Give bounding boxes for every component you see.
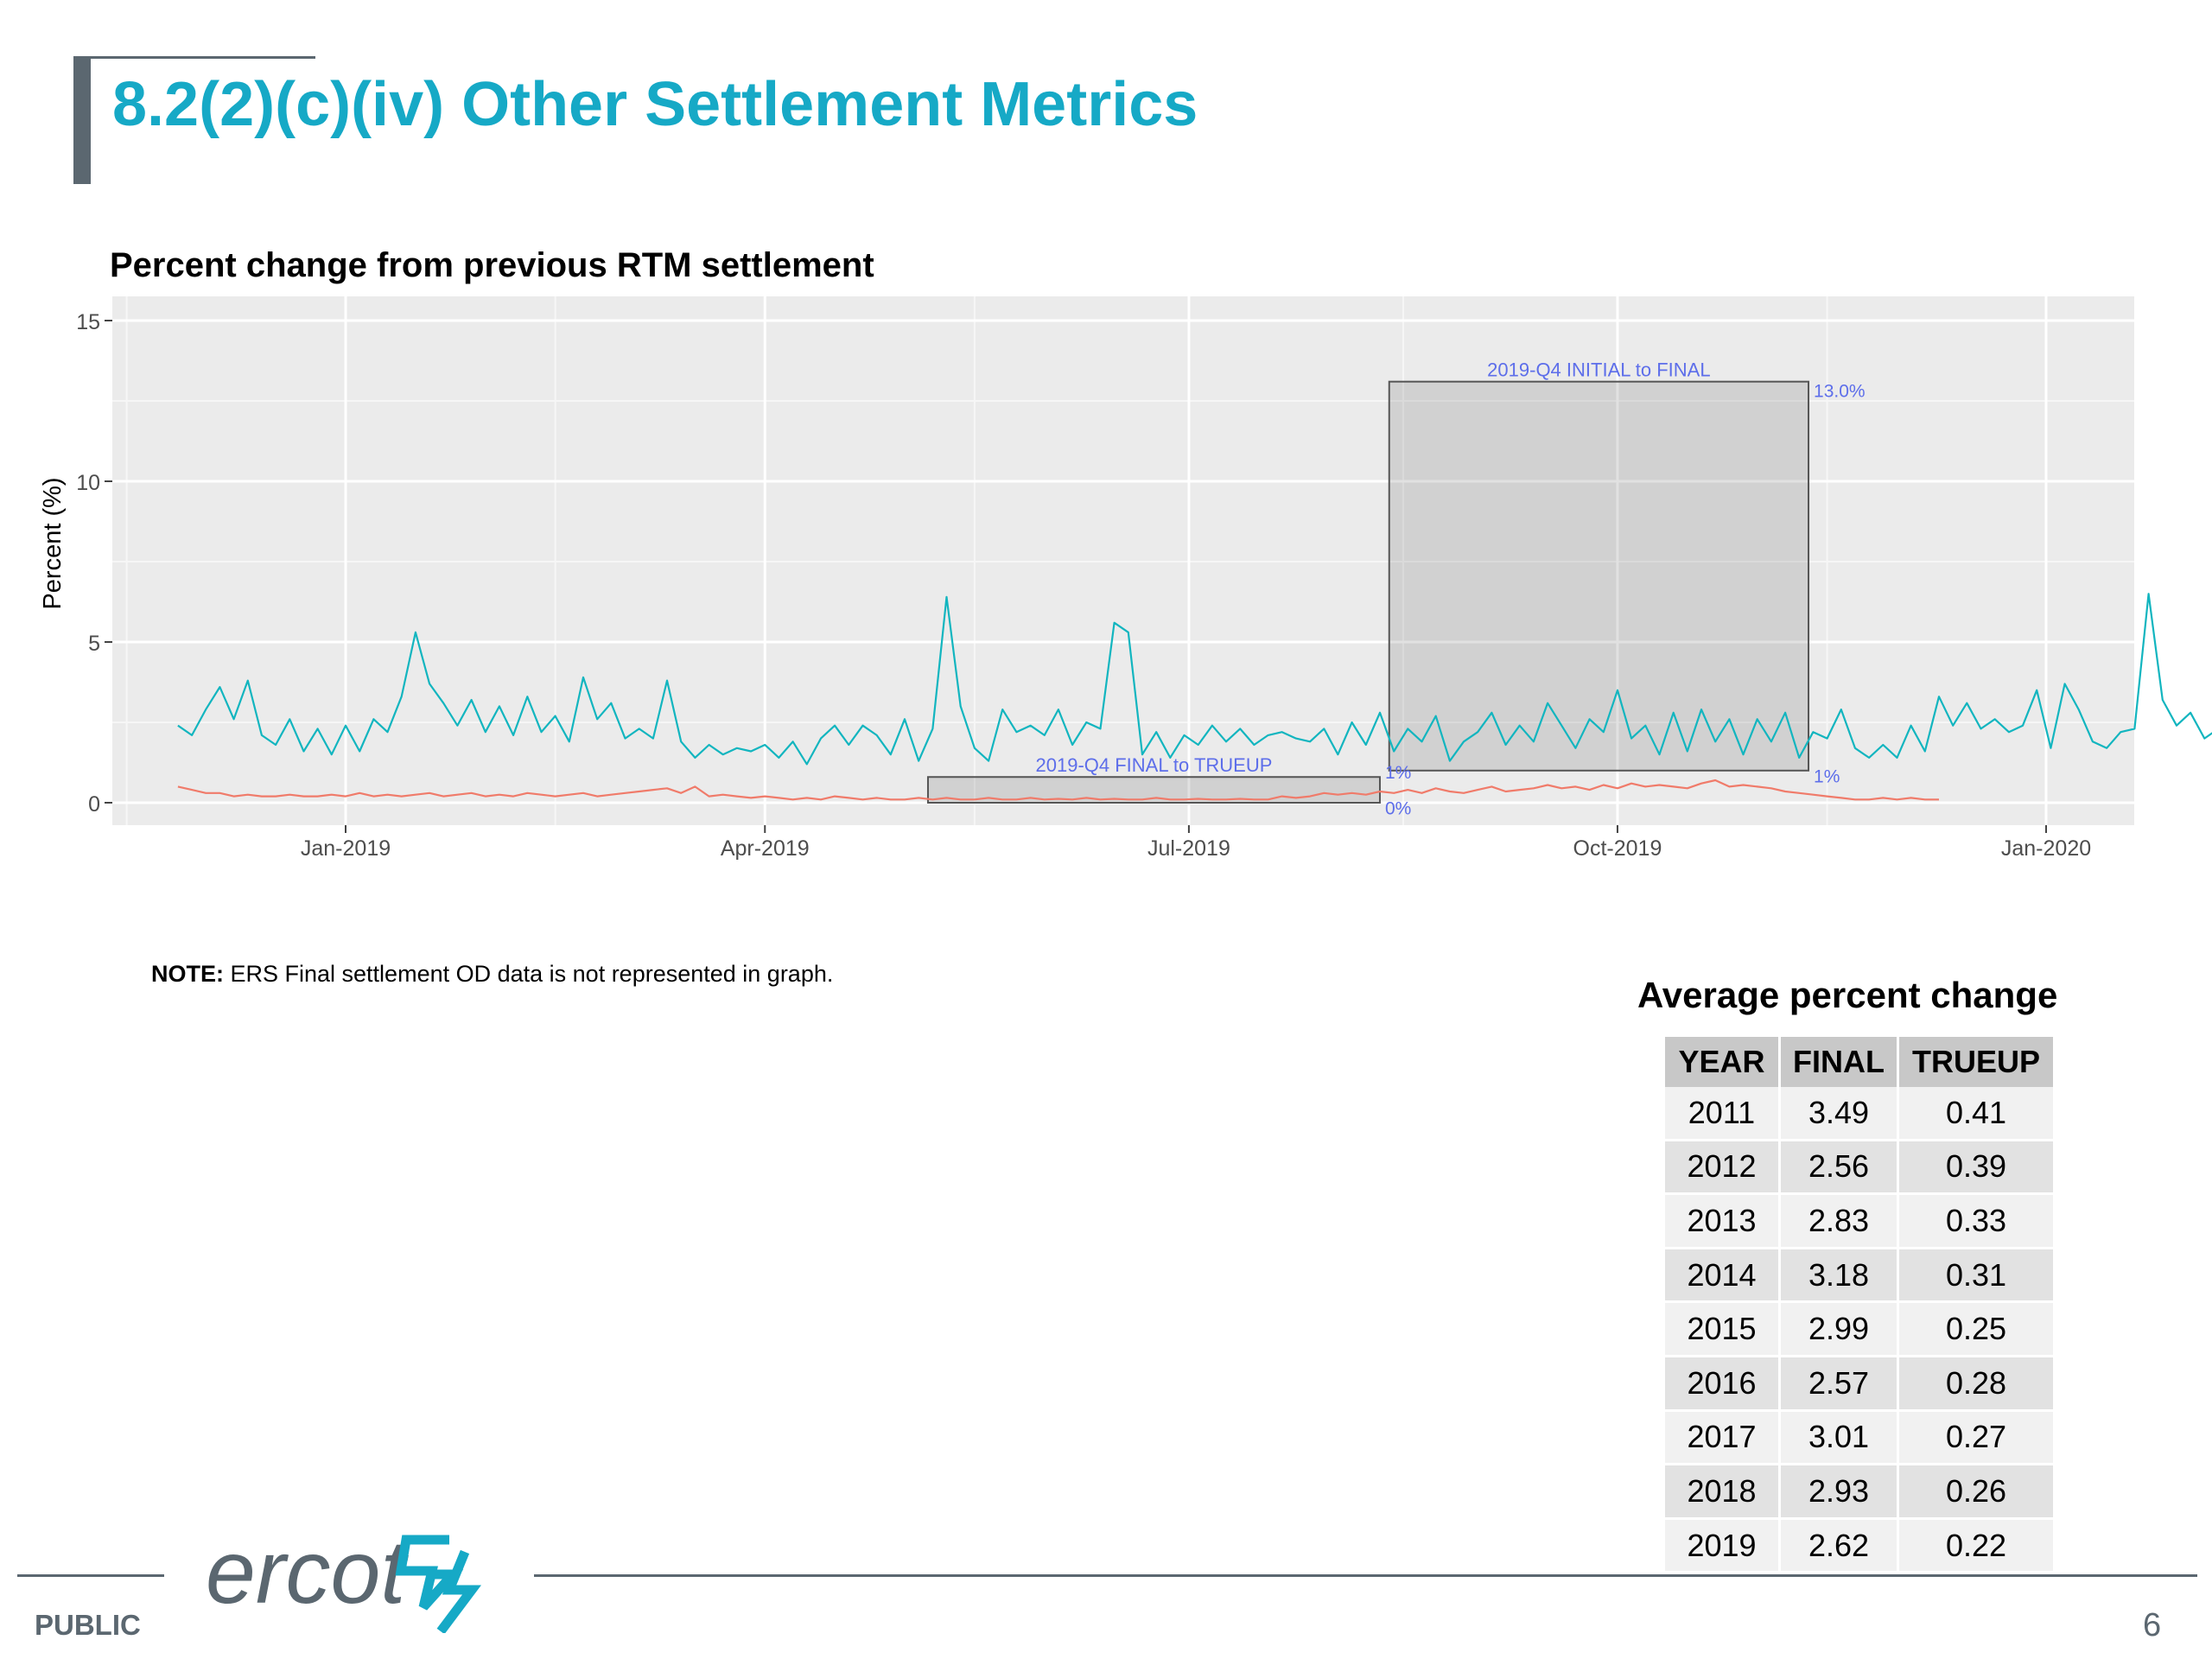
annotation-label: 2019-Q4 FINAL to TRUEUP — [1036, 754, 1273, 776]
final-cell: 2.83 — [1778, 1192, 1898, 1249]
trueup-cell: 0.41 — [1896, 1087, 2053, 1141]
trueup-cell: 0.28 — [1896, 1354, 2053, 1411]
year-cell: 2012 — [1665, 1138, 1780, 1194]
trueup-cell: 0.39 — [1896, 1138, 2053, 1194]
ercot-logo: ercot — [206, 1521, 499, 1637]
footer-rule-left — [17, 1574, 164, 1577]
logo-wordmark: ercot — [206, 1522, 409, 1623]
table-row: 2012 2.56 0.39 — [1665, 1138, 2053, 1194]
page-title: 8.2(2)(c)(iv) Other Settlement Metrics — [112, 70, 1198, 139]
y-tick-label: 15 — [76, 310, 100, 334]
classification-label: PUBLIC — [35, 1609, 141, 1641]
table-row: 2016 2.57 0.28 — [1665, 1354, 2053, 1411]
lightning-bolt-icon — [395, 1535, 481, 1635]
table-row: 2017 3.01 0.27 — [1665, 1408, 2053, 1465]
year-cell: 2015 — [1665, 1300, 1780, 1357]
x-tick-label: Jul-2019 — [1147, 836, 1230, 861]
note-label: NOTE: — [151, 961, 224, 987]
chart-title: Percent change from previous RTM settlem… — [110, 246, 874, 284]
x-tick-label: Oct-2019 — [1573, 836, 1662, 861]
final-cell: 2.93 — [1778, 1463, 1898, 1519]
annotation-min-label: 1% — [1814, 766, 1840, 786]
trueup-series-line — [177, 779, 1939, 801]
column-header-final: FINAL — [1778, 1037, 1898, 1087]
y-tick-label: 10 — [76, 471, 100, 495]
x-tick-label: Apr-2019 — [721, 836, 810, 861]
chart-note: NOTE: ERS Final settlement OD data is no… — [151, 961, 833, 988]
column-header-trueup: TRUEUP — [1896, 1037, 2053, 1087]
annotation-label: 2019-Q4 INITIAL to FINAL — [1487, 359, 1710, 381]
table-title: Average percent change — [1637, 975, 2058, 1015]
trueup-cell: 0.25 — [1896, 1300, 2053, 1357]
title-accent-line — [73, 56, 315, 59]
column-header-year: YEAR — [1665, 1037, 1780, 1087]
final-cell: 2.56 — [1778, 1138, 1898, 1194]
trueup-cell: 0.33 — [1896, 1192, 2053, 1249]
year-cell: 2018 — [1665, 1463, 1780, 1519]
year-cell: 2019 — [1665, 1516, 1780, 1572]
year-cell: 2016 — [1665, 1354, 1780, 1411]
table-row: 2015 2.99 0.25 — [1665, 1300, 2053, 1357]
annotation-box — [1388, 380, 1810, 772]
year-cell: 2014 — [1665, 1246, 1780, 1302]
page-number: 6 — [2143, 1607, 2162, 1643]
final-cell: 2.57 — [1778, 1354, 1898, 1411]
line-chart: 0 5 10 15 Jan-2019 Apr-2019 Jul-2019 Oct-2019 Ja… — [39, 296, 2212, 861]
trueup-cell: 0.26 — [1896, 1463, 2053, 1519]
year-cell: 2011 — [1665, 1087, 1780, 1141]
annotation-min-label: 0% — [1385, 799, 1411, 819]
table-row: 2013 2.83 0.33 — [1665, 1192, 2053, 1249]
trueup-cell: 0.22 — [1896, 1516, 2053, 1572]
table-row: 2018 2.93 0.26 — [1665, 1463, 2053, 1519]
table-header-row: YEAR FINAL TRUEUP — [1665, 1037, 2053, 1087]
trueup-cell: 0.27 — [1896, 1408, 2053, 1465]
table-row: 2014 3.18 0.31 — [1665, 1246, 2053, 1302]
annotation-max-label: 13.0% — [1814, 382, 1866, 402]
final-cell: 3.49 — [1778, 1087, 1898, 1141]
final-series-line — [177, 593, 2212, 766]
average-change-table: YEAR FINAL TRUEUP 2011 3.49 0.41 2012 2.56 0.… — [1665, 1037, 2053, 1572]
x-tick-label: Jan-2019 — [301, 836, 391, 861]
y-tick-label: 0 — [88, 792, 100, 817]
y-axis-label: Percent (%) — [39, 477, 67, 609]
title-accent-bar — [73, 56, 91, 184]
final-cell: 3.01 — [1778, 1408, 1898, 1465]
x-tick-label: Jan-2020 — [2001, 836, 2091, 861]
annotation-max-label: 1% — [1385, 763, 1411, 783]
table-row: 2019 2.62 0.22 — [1665, 1516, 2053, 1572]
trueup-cell: 0.31 — [1896, 1246, 2053, 1302]
y-tick-label: 5 — [88, 632, 100, 656]
footer-rule-right — [534, 1574, 2197, 1577]
final-cell: 2.99 — [1778, 1300, 1898, 1357]
note-text: ERS Final settlement OD data is not repr… — [224, 961, 834, 987]
year-cell: 2017 — [1665, 1408, 1780, 1465]
table-row: 2011 3.49 0.41 — [1665, 1087, 2053, 1141]
final-cell: 2.62 — [1778, 1516, 1898, 1572]
year-cell: 2013 — [1665, 1192, 1780, 1249]
final-cell: 3.18 — [1778, 1246, 1898, 1302]
